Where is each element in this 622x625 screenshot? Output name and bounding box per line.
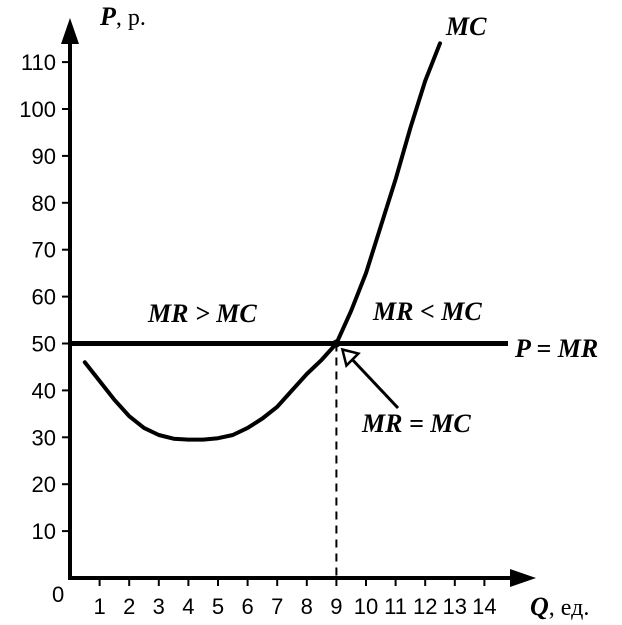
annotation-label: MR = MC <box>361 409 471 438</box>
x-tick-label: 13 <box>443 594 467 619</box>
y-tick-label: 90 <box>32 144 56 169</box>
annotation-label: MR < MC <box>372 297 482 326</box>
x-tick-label: 14 <box>472 594 496 619</box>
x-tick-label: 5 <box>212 594 224 619</box>
series-group <box>70 41 508 578</box>
x-tick-label: 12 <box>413 594 437 619</box>
x-tick-label: 3 <box>153 594 165 619</box>
y-tick-label: 30 <box>32 425 56 450</box>
x-axis-title: Q, ед. <box>530 592 589 621</box>
y-axis-arrow <box>61 18 79 44</box>
y-tick-label: 40 <box>32 378 56 403</box>
intersection-arrow-shaft <box>349 356 400 410</box>
y-tick-label: 50 <box>32 332 56 357</box>
intersection-point <box>332 339 341 348</box>
annotation-group: MR > MC MR < MC MR = MC P = MR MC <box>147 12 598 438</box>
annotation-label: P = MR <box>514 334 598 363</box>
y-axis-var: P <box>99 2 117 31</box>
x-axis-var: Q <box>530 592 549 621</box>
y-tick-label: 10 <box>32 519 56 544</box>
x-tick-label: 11 <box>384 594 407 619</box>
y-tick-label: 70 <box>32 238 56 263</box>
x-axis-unit: , ед. <box>549 595 590 621</box>
x-tick-label: 1 <box>93 594 105 619</box>
y-tick-label: 100 <box>19 97 56 122</box>
y-tick-label: 60 <box>32 285 56 310</box>
annotation-label: MC <box>445 12 487 41</box>
x-tick-label: 6 <box>241 594 253 619</box>
origin-label: 0 <box>52 582 64 607</box>
x-tick-label: 2 <box>123 594 135 619</box>
y-tick-label: 80 <box>32 191 56 216</box>
x-tick-label: 4 <box>182 594 194 619</box>
y-tick-label: 110 <box>21 50 56 75</box>
intersection-arrow-head <box>340 347 361 368</box>
x-tick-label: 7 <box>271 594 283 619</box>
y-tick-label: 20 <box>32 472 56 497</box>
x-axis-arrow <box>510 569 536 587</box>
x-tick-label: 10 <box>354 594 378 619</box>
y-axis-title: P, р. <box>99 2 146 31</box>
mc-curve <box>82 41 442 442</box>
y-axis-unit: , р. <box>116 5 146 31</box>
annotation-label: MR > MC <box>147 299 257 328</box>
x-tick-label: 9 <box>330 594 342 619</box>
x-tick-label: 8 <box>301 594 313 619</box>
